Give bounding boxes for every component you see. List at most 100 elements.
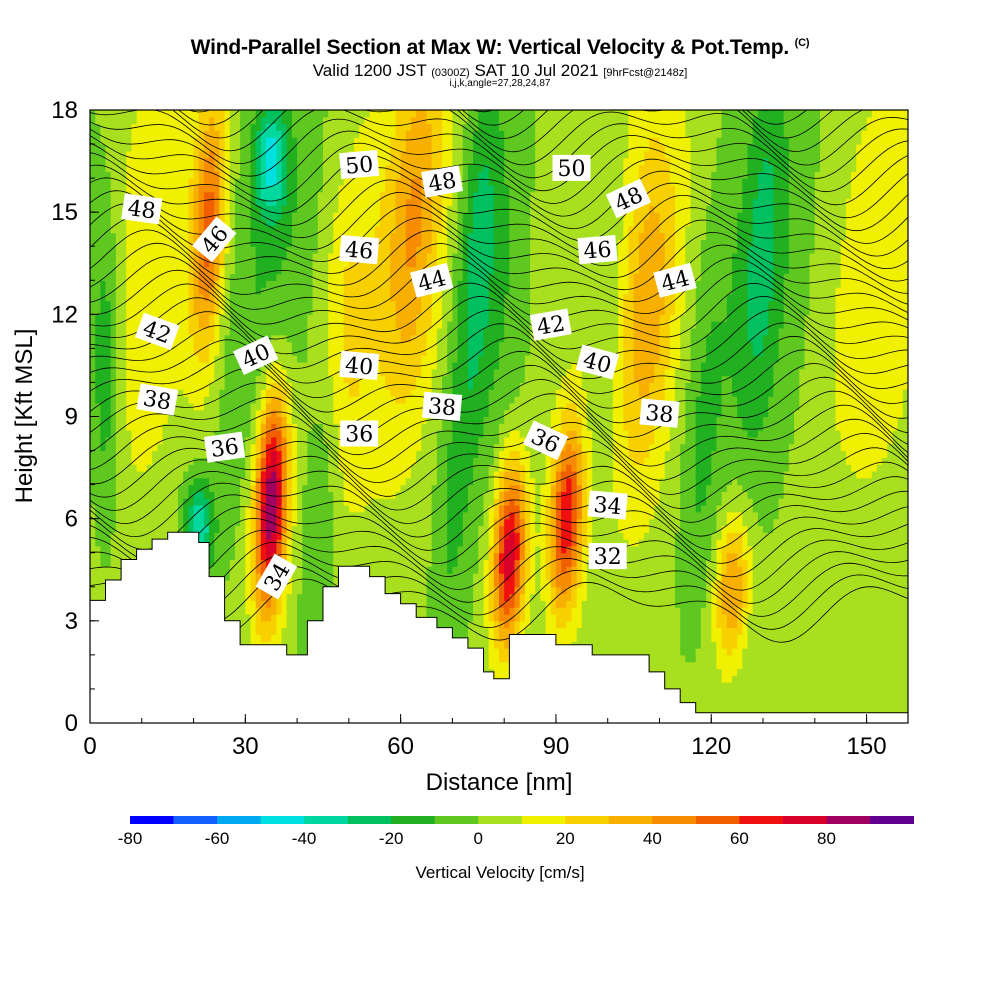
velocity-cell <box>312 110 319 118</box>
velocity-cell <box>328 205 334 213</box>
velocity-cell <box>281 150 288 159</box>
velocity-cell <box>178 423 184 431</box>
velocity-cell <box>235 566 241 574</box>
velocity-cell <box>172 334 179 343</box>
velocity-cell <box>152 273 158 281</box>
velocity-cell <box>317 300 324 309</box>
velocity-cell <box>115 198 122 206</box>
velocity-cell <box>224 580 231 588</box>
velocity-cell <box>193 144 200 152</box>
velocity-cell <box>90 593 96 601</box>
velocity-cell <box>250 464 257 472</box>
velocity-cell <box>141 266 148 275</box>
velocity-cell <box>245 171 252 179</box>
velocity-cell <box>183 368 189 377</box>
velocity-cell <box>229 600 236 608</box>
velocity-cell <box>198 355 205 363</box>
velocity-cell <box>229 273 236 281</box>
velocity-cell <box>255 457 262 465</box>
velocity-cell <box>312 273 319 281</box>
velocity-cell <box>235 164 241 172</box>
velocity-cell <box>245 409 252 418</box>
velocity-cell <box>100 450 107 458</box>
velocity-cell <box>281 627 288 635</box>
velocity-cell <box>162 443 169 452</box>
velocity-cell <box>276 389 283 397</box>
velocity-cell <box>157 130 164 138</box>
velocity-cell <box>266 430 272 438</box>
velocity-cell <box>328 505 334 513</box>
velocity-cell <box>115 116 122 125</box>
velocity-cell <box>343 212 350 220</box>
velocity-cell <box>364 273 371 281</box>
velocity-cell <box>188 300 195 309</box>
velocity-cell <box>281 498 288 506</box>
velocity-cell <box>307 471 314 479</box>
velocity-cell <box>245 457 252 465</box>
velocity-cell <box>291 150 298 159</box>
velocity-cell <box>328 191 334 200</box>
velocity-cell <box>178 123 184 131</box>
velocity-cell <box>157 464 164 472</box>
velocity-cell <box>110 355 117 363</box>
velocity-cell <box>157 280 164 288</box>
velocity-cell <box>359 382 365 390</box>
velocity-cell <box>110 171 117 179</box>
velocity-cell <box>193 436 200 445</box>
velocity-cell <box>281 436 288 445</box>
velocity-cell <box>302 552 309 561</box>
velocity-cell <box>312 375 319 383</box>
velocity-cell <box>178 341 184 349</box>
velocity-cell <box>317 545 324 554</box>
velocity-cell <box>245 552 252 561</box>
velocity-cell <box>209 532 215 540</box>
velocity-cell <box>354 110 360 118</box>
velocity-cell <box>193 443 200 452</box>
velocity-cell <box>172 259 179 268</box>
velocity-cell <box>90 144 96 152</box>
velocity-cell <box>317 362 324 370</box>
velocity-cell <box>224 464 231 472</box>
velocity-cell <box>110 273 117 281</box>
velocity-cell <box>224 348 231 356</box>
velocity-cell <box>338 532 345 540</box>
velocity-cell <box>364 511 371 520</box>
velocity-cell <box>229 593 236 601</box>
velocity-cell <box>297 566 303 574</box>
velocity-cell <box>250 532 257 540</box>
velocity-cell <box>198 430 205 438</box>
velocity-cell <box>348 539 355 547</box>
velocity-cell <box>343 389 350 397</box>
velocity-cell <box>240 518 246 527</box>
velocity-cell <box>235 178 241 186</box>
velocity-cell <box>328 545 334 554</box>
velocity-cell <box>229 144 236 152</box>
velocity-cell <box>209 348 215 356</box>
velocity-cell <box>209 545 215 554</box>
velocity-cell <box>328 491 334 499</box>
velocity-cell <box>214 471 221 479</box>
velocity-cell <box>219 525 226 533</box>
velocity-cell <box>317 171 324 179</box>
velocity-cell <box>162 484 169 492</box>
velocity-cell <box>369 559 376 567</box>
velocity-cell <box>188 246 195 254</box>
velocity-cell <box>348 259 355 268</box>
velocity-cell <box>312 334 319 343</box>
velocity-cell <box>286 607 293 615</box>
velocity-cell <box>162 430 169 438</box>
velocity-cell <box>172 511 179 520</box>
velocity-cell <box>297 178 303 186</box>
velocity-cell <box>276 362 283 370</box>
velocity-cell <box>224 205 231 213</box>
velocity-cell <box>131 498 138 506</box>
velocity-cell <box>162 246 169 254</box>
velocity-cell <box>302 450 309 458</box>
velocity-cell <box>152 178 158 186</box>
velocity-cell <box>333 314 340 322</box>
velocity-cell <box>136 300 143 309</box>
velocity-cell <box>364 477 371 486</box>
velocity-cell <box>338 498 345 506</box>
velocity-cell <box>291 157 298 166</box>
velocity-cell <box>297 518 303 527</box>
